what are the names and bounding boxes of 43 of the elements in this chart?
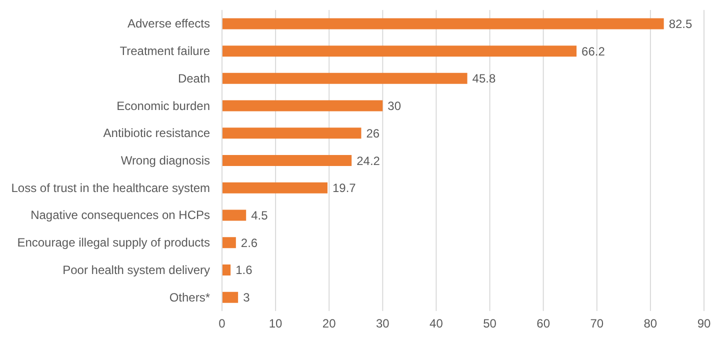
x-tick-label: 20 [322,316,336,331]
data-label: 66.2 [582,44,606,58]
data-label: 3 [243,290,250,305]
data-label: 2.6 [240,236,258,250]
x-tick-label: 70 [590,316,604,331]
bar [222,18,664,30]
bar [222,292,238,303]
bar [222,100,383,112]
bar [222,237,236,248]
bar [222,264,231,276]
y-tick-label: Wrong diagnosis [120,154,210,168]
data-label: 24.2 [356,154,380,168]
bar [222,46,577,57]
data-label: 26 [366,126,380,140]
bar [222,182,328,194]
y-tick-label: Nagative consequences on HCPs [30,208,210,222]
x-tick-label: 90 [697,316,711,331]
x-tick-label: 50 [483,316,497,331]
y-tick-label: Encourage illegal supply of products [17,236,210,250]
y-tick-label: Others* [169,290,210,304]
x-tick-label: 80 [644,316,658,331]
data-label: 19.7 [332,181,356,196]
bar [222,128,362,139]
y-tick-label: Antibiotic resistance [103,126,210,140]
x-tick-label: 10 [268,316,283,331]
bar [222,155,352,166]
x-tick-label: 60 [536,316,550,331]
data-label: 30 [388,99,402,114]
y-tick-label: Economic burden [116,98,210,113]
y-tick-label: Death [178,71,210,86]
data-label: 45.8 [472,72,496,86]
y-tick-label: Treatment failure [120,44,210,58]
y-tick-label: Adverse effects [128,16,210,31]
y-tick-label: Poor health system delivery [62,262,210,277]
data-label: 4.5 [251,208,268,223]
y-tick-label: Loss of trust in the healthcare system [11,180,210,195]
bar [222,210,246,221]
x-tick-label: 40 [430,316,444,331]
data-label: 1.6 [236,263,253,278]
x-tick-label: 0 [218,316,226,331]
bar [222,72,468,84]
x-tick-label: 30 [376,316,390,331]
data-label: 82.5 [668,16,693,31]
